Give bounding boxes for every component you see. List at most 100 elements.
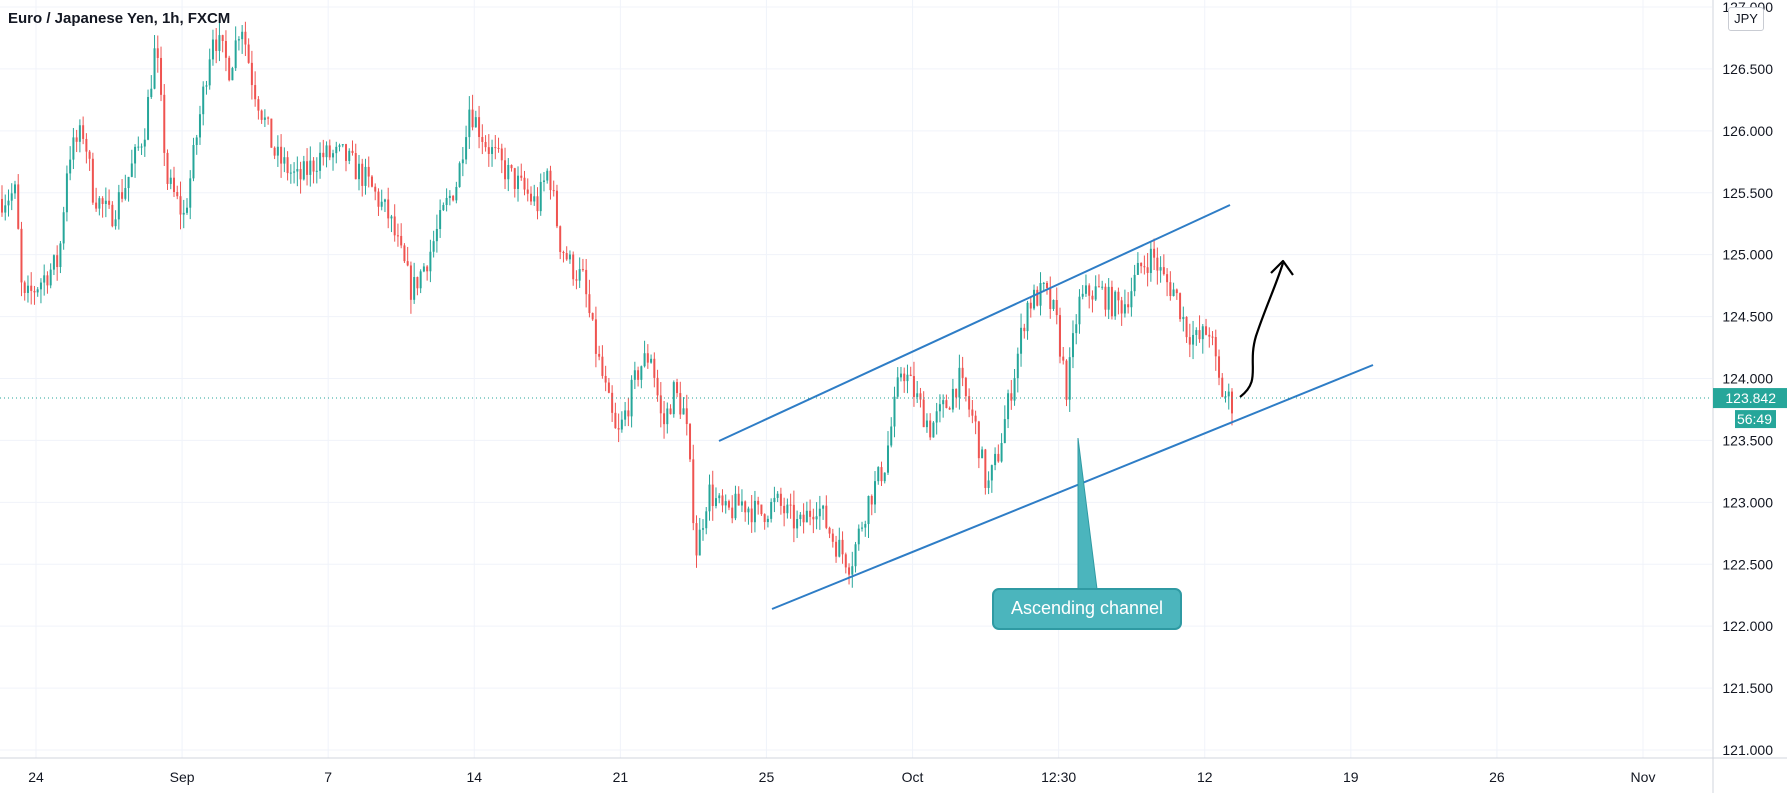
y-tick-label: 121.500 (1722, 680, 1773, 696)
candle-body (1026, 302, 1029, 332)
candle-body (364, 166, 367, 186)
candle-body (802, 514, 805, 523)
projection-arrow[interactable] (1239, 262, 1285, 398)
candle-body (166, 152, 169, 184)
candle-body (1208, 334, 1211, 337)
candle-body (796, 518, 799, 529)
y-tick-label: 125.500 (1722, 185, 1773, 201)
candle-body (575, 279, 578, 281)
y-tick-label: 126.000 (1722, 123, 1773, 139)
candle-body (1071, 333, 1074, 358)
candle-body (445, 197, 448, 205)
candle-body (559, 226, 562, 253)
last-price-label: 123.842 (1725, 390, 1776, 406)
candle-body (452, 195, 455, 201)
candle-body (760, 504, 763, 515)
candle-body (831, 533, 834, 542)
candle-body (104, 200, 107, 204)
candle-body (990, 465, 993, 481)
candle-body (465, 137, 468, 160)
candle-body (231, 68, 234, 81)
candle-body (1107, 286, 1110, 310)
y-tick-label: 122.000 (1722, 618, 1773, 634)
candle-body (942, 400, 945, 405)
candle-body (1166, 274, 1169, 283)
candle-body (20, 228, 23, 283)
ascending-channel-callout[interactable]: Ascending channel (992, 437, 1182, 630)
candle-body (1010, 393, 1013, 401)
candle-body (413, 277, 416, 300)
candle-body (260, 110, 263, 120)
currency-button[interactable]: JPY (1728, 7, 1764, 31)
candle-body (257, 99, 260, 111)
candle-body (1088, 285, 1091, 296)
candle-body (734, 493, 737, 519)
candle-body (309, 160, 312, 175)
candle-body (676, 382, 679, 394)
candle-body (254, 85, 257, 100)
candle-body (56, 255, 59, 268)
candle-body (422, 266, 425, 272)
candle-body (731, 507, 734, 519)
candle-body (1062, 356, 1065, 361)
candle-body (932, 422, 935, 438)
candle-body (890, 426, 893, 446)
candle-body (955, 388, 958, 398)
candle-body (877, 467, 880, 482)
candle-body (82, 125, 85, 139)
channel-lower-line[interactable] (771, 364, 1374, 610)
candle-body (864, 524, 867, 528)
candle-body (237, 39, 240, 41)
candle-body (169, 177, 172, 184)
candle-body (367, 166, 370, 177)
symbol-title[interactable]: Euro / Japanese Yen, 1h, FXCM (8, 10, 231, 27)
candle-body (461, 159, 464, 164)
candle-body (396, 235, 399, 237)
candle-body (770, 501, 773, 519)
candle-body (458, 163, 461, 187)
candle-body (929, 420, 932, 438)
candle-body (98, 198, 101, 209)
candle-body (753, 500, 756, 523)
candle-body (861, 527, 864, 529)
candle-body (1114, 291, 1117, 317)
candle-body (289, 172, 292, 174)
candle-body (198, 114, 201, 138)
candle-body (1042, 282, 1045, 284)
x-tick-label: 25 (759, 769, 775, 785)
candle-body (912, 376, 915, 397)
channel-upper-line[interactable] (718, 204, 1231, 442)
candle-body (614, 412, 617, 429)
candle-body (1149, 248, 1152, 273)
candle-body (958, 367, 961, 398)
candle-body (150, 88, 153, 97)
candle-body (10, 193, 13, 201)
candle-body (448, 195, 451, 198)
candle-body (526, 189, 529, 194)
candle-body (192, 144, 195, 179)
candle-body (656, 377, 659, 396)
candle-body (581, 269, 584, 271)
candle-body (552, 190, 555, 192)
candle-body (91, 158, 94, 203)
candle-body (176, 191, 179, 197)
y-tick-label: 123.500 (1722, 432, 1773, 448)
candle-body (984, 449, 987, 488)
candle-body (156, 48, 159, 58)
candle-body (429, 251, 432, 272)
candle-body (1182, 316, 1185, 320)
candle-body (1097, 286, 1100, 288)
candle-body (241, 31, 244, 40)
candle-body (114, 219, 117, 227)
candle-body (1033, 289, 1036, 309)
candle-body (1188, 337, 1191, 345)
candle-body (380, 201, 383, 207)
candle-body (481, 137, 484, 142)
candle-body (893, 396, 896, 427)
candle-body (474, 117, 477, 128)
drawings[interactable]: Ascending channel (718, 204, 1374, 630)
candle-body (322, 152, 325, 158)
candle-body (387, 199, 390, 219)
